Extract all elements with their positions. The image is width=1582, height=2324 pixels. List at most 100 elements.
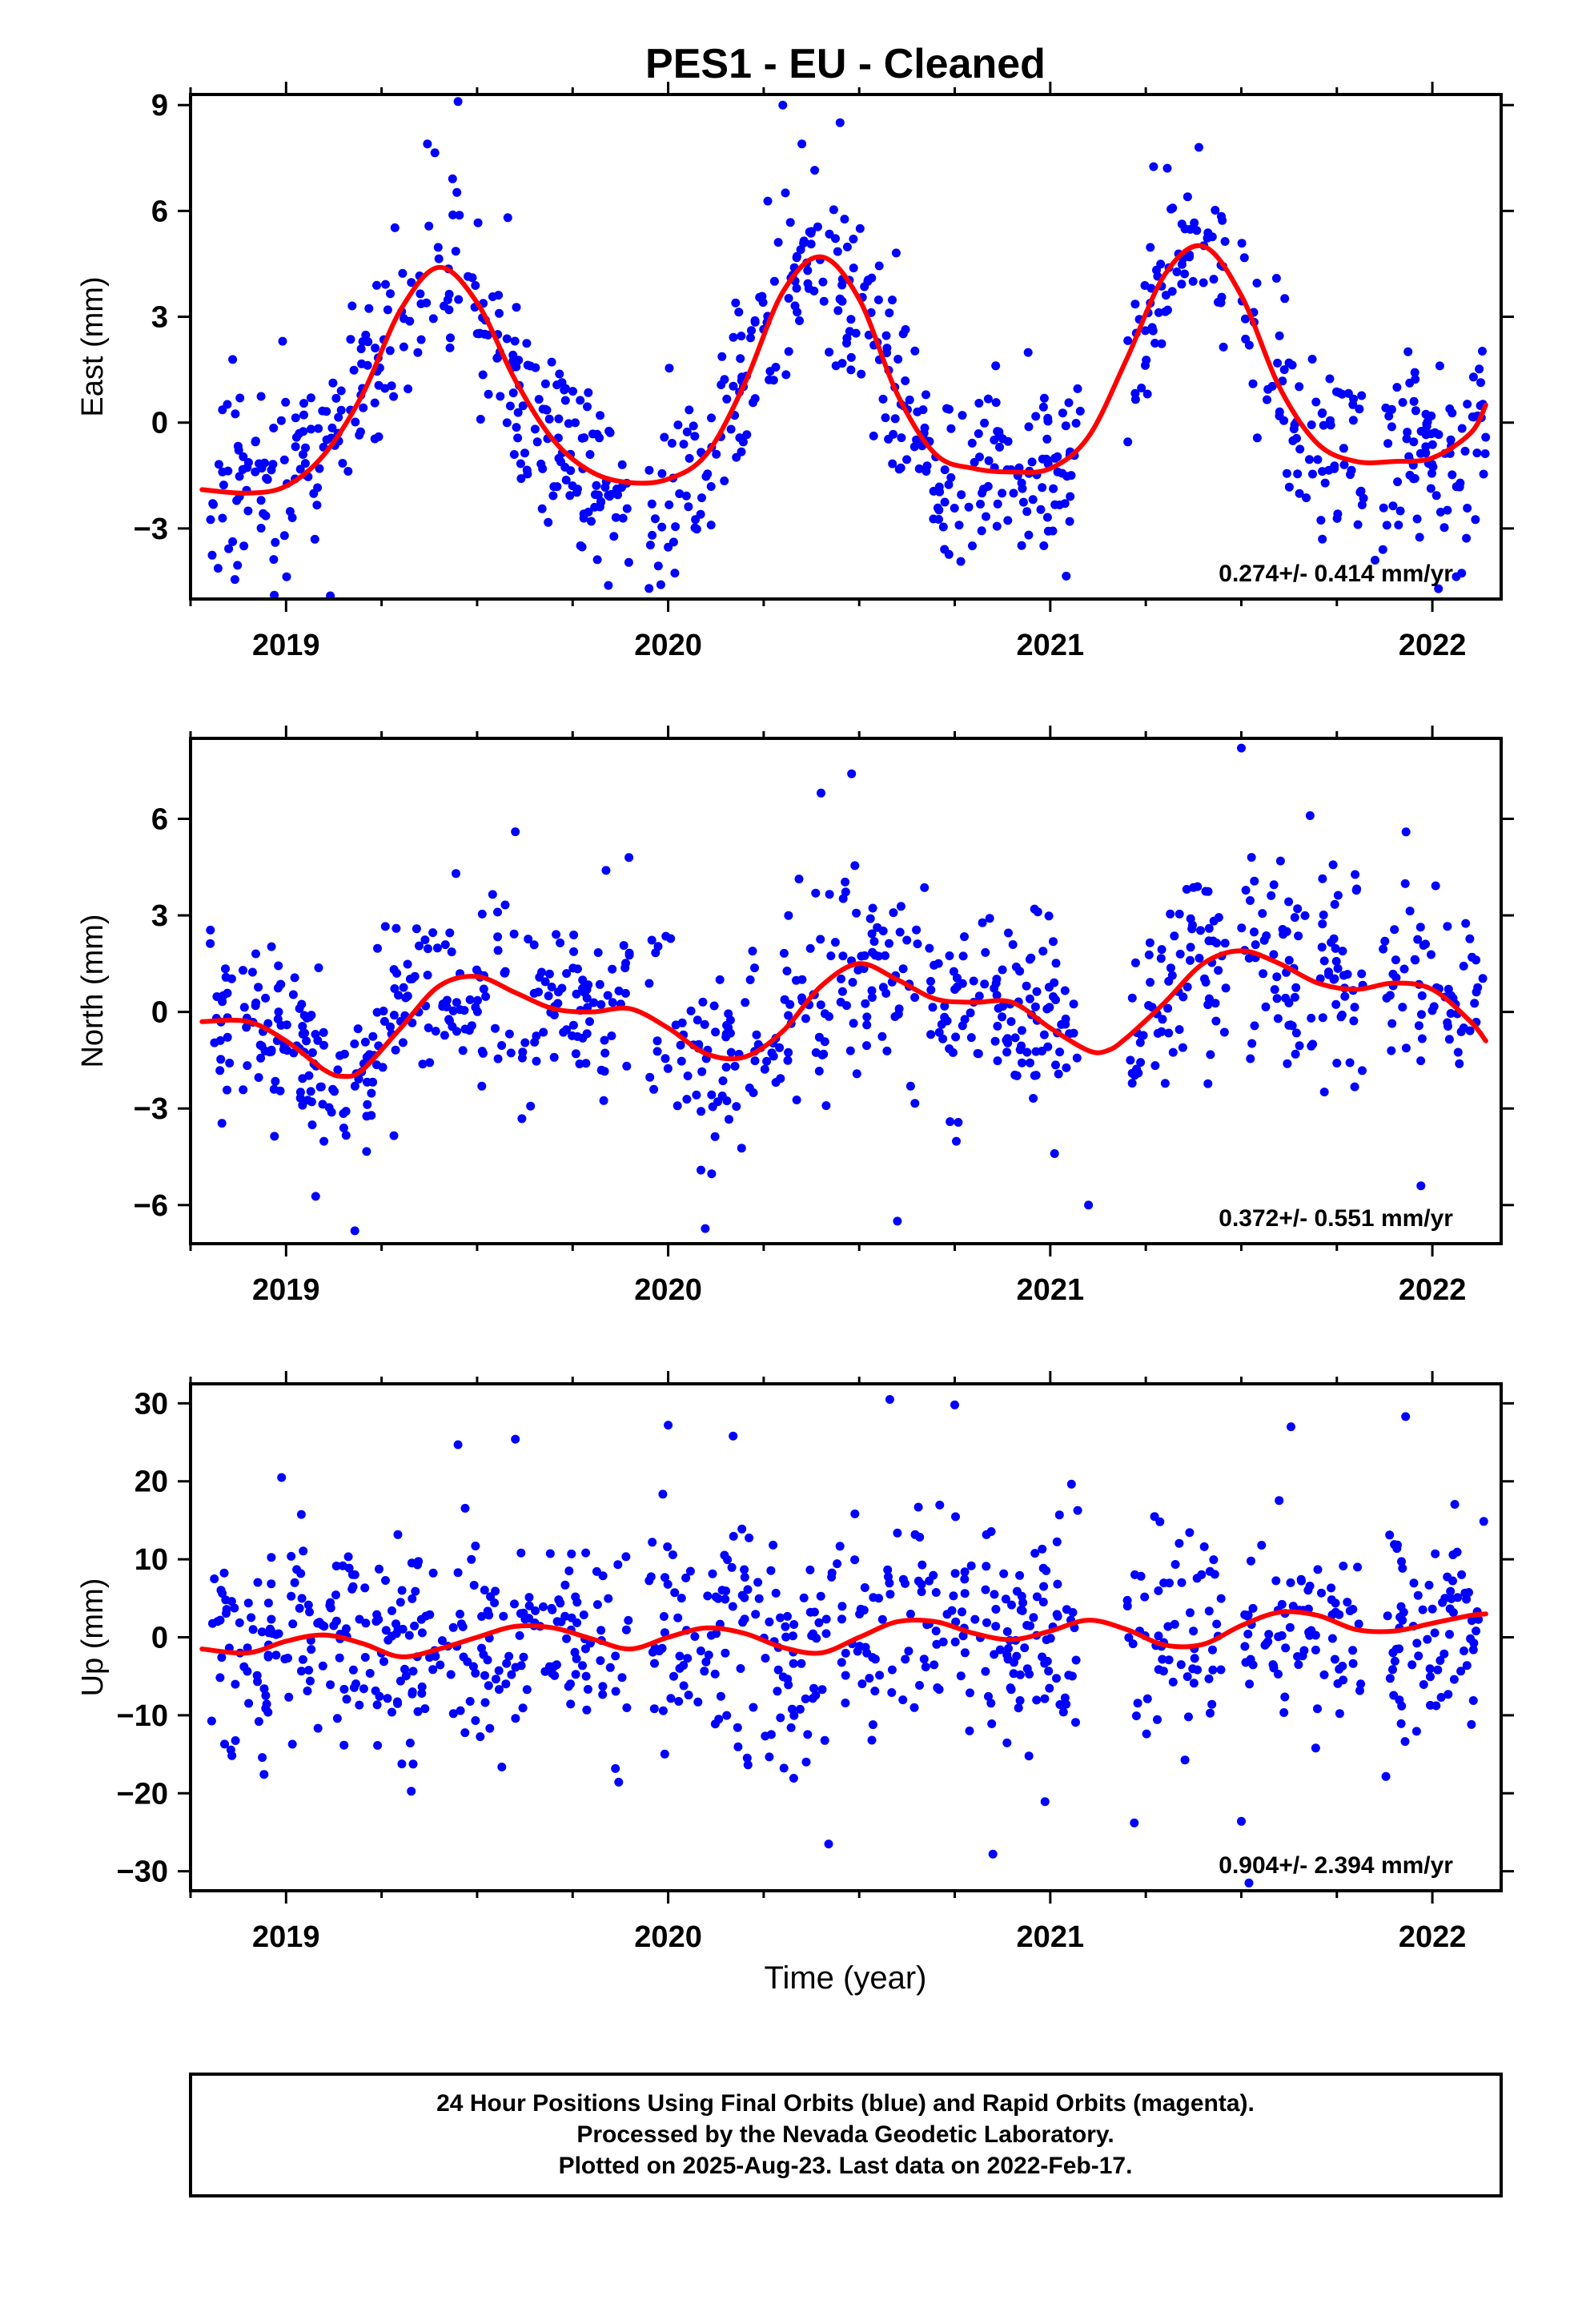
data-point [730, 1061, 740, 1071]
data-point [343, 467, 353, 476]
data-point [667, 439, 677, 448]
data-point [267, 1579, 276, 1589]
data-point [1394, 521, 1403, 530]
data-point [896, 902, 905, 911]
data-point [1178, 1043, 1187, 1052]
data-point [885, 1395, 894, 1404]
data-point [257, 1627, 267, 1637]
data-point [585, 450, 595, 459]
data-point [516, 474, 526, 484]
data-point [587, 517, 596, 526]
data-point [549, 1010, 559, 1019]
data-point [1351, 886, 1361, 895]
data-point [319, 1136, 329, 1146]
data-point [225, 1059, 235, 1068]
data-point [831, 361, 841, 371]
data-point [1075, 406, 1085, 416]
data-point [926, 976, 935, 986]
data-point [1339, 1562, 1348, 1570]
velocity-label: 0.904+/- 2.394 mm/yr [1219, 1852, 1453, 1879]
data-point [453, 1568, 463, 1578]
data-point [701, 1657, 711, 1667]
data-point [1050, 1149, 1059, 1158]
data-point [1421, 430, 1431, 440]
data-point [1012, 1651, 1022, 1661]
data-point [287, 1591, 296, 1601]
data-point [857, 369, 866, 379]
data-point [781, 1622, 790, 1631]
data-point [1423, 417, 1432, 427]
data-point [1462, 1661, 1472, 1671]
data-point [303, 1600, 313, 1610]
data-point [568, 387, 577, 396]
data-point [949, 1591, 958, 1601]
data-point [355, 427, 365, 436]
data-point [1409, 474, 1418, 484]
data-point [1450, 1500, 1460, 1509]
data-point [254, 1717, 263, 1727]
data-point [1022, 981, 1031, 991]
data-point [522, 339, 532, 348]
data-point [279, 455, 289, 464]
data-point [265, 1624, 275, 1634]
data-point [1403, 347, 1413, 356]
data-point [295, 464, 305, 474]
data-point [717, 352, 727, 361]
data-point [1003, 1655, 1013, 1664]
data-point [1259, 935, 1269, 945]
data-point [1355, 404, 1364, 414]
data-point [701, 1224, 710, 1233]
data-point [1348, 416, 1358, 425]
data-point [1277, 1630, 1287, 1640]
data-point [707, 1169, 717, 1179]
data-point [1291, 1049, 1300, 1059]
data-point [572, 1654, 581, 1663]
data-point [1142, 1694, 1152, 1703]
data-point [1066, 1479, 1076, 1489]
data-point [781, 370, 791, 380]
data-point [796, 245, 805, 255]
data-point [1042, 454, 1051, 464]
data-point [731, 298, 741, 308]
data-point [946, 424, 956, 433]
data-point [598, 1682, 608, 1691]
data-point [1295, 444, 1305, 454]
data-point [387, 1707, 396, 1717]
data-point [596, 1626, 606, 1635]
data-point [1481, 432, 1491, 442]
data-point [937, 1019, 946, 1029]
data-point [1164, 1655, 1174, 1665]
data-point [1157, 945, 1166, 955]
data-point [497, 1041, 507, 1050]
data-point [960, 1574, 970, 1584]
data-point [904, 1647, 913, 1656]
data-point [265, 1047, 275, 1057]
data-point [1400, 879, 1410, 888]
data-point [1395, 1612, 1405, 1622]
data-point [1248, 1603, 1258, 1613]
data-point [1209, 275, 1219, 284]
data-point [613, 1560, 623, 1570]
data-point [1269, 1661, 1279, 1671]
data-point [413, 1560, 422, 1570]
data-point [799, 1593, 809, 1602]
data-point [1180, 224, 1190, 234]
data-point [1457, 1570, 1467, 1579]
data-point [1218, 215, 1227, 225]
data-point [726, 424, 736, 434]
data-point [698, 997, 708, 1007]
data-point [390, 223, 400, 232]
data-point [895, 927, 905, 937]
data-point [1166, 963, 1175, 973]
data-point [1388, 1665, 1397, 1675]
data-point [256, 1053, 266, 1063]
data-point [270, 1132, 279, 1141]
data-point [1029, 1613, 1038, 1622]
data-point [518, 1703, 528, 1713]
data-point [1241, 886, 1251, 895]
data-point [624, 1615, 633, 1625]
data-point [609, 532, 619, 541]
data-point [1412, 1638, 1422, 1648]
data-point [566, 1679, 575, 1689]
data-point [1163, 1622, 1173, 1631]
